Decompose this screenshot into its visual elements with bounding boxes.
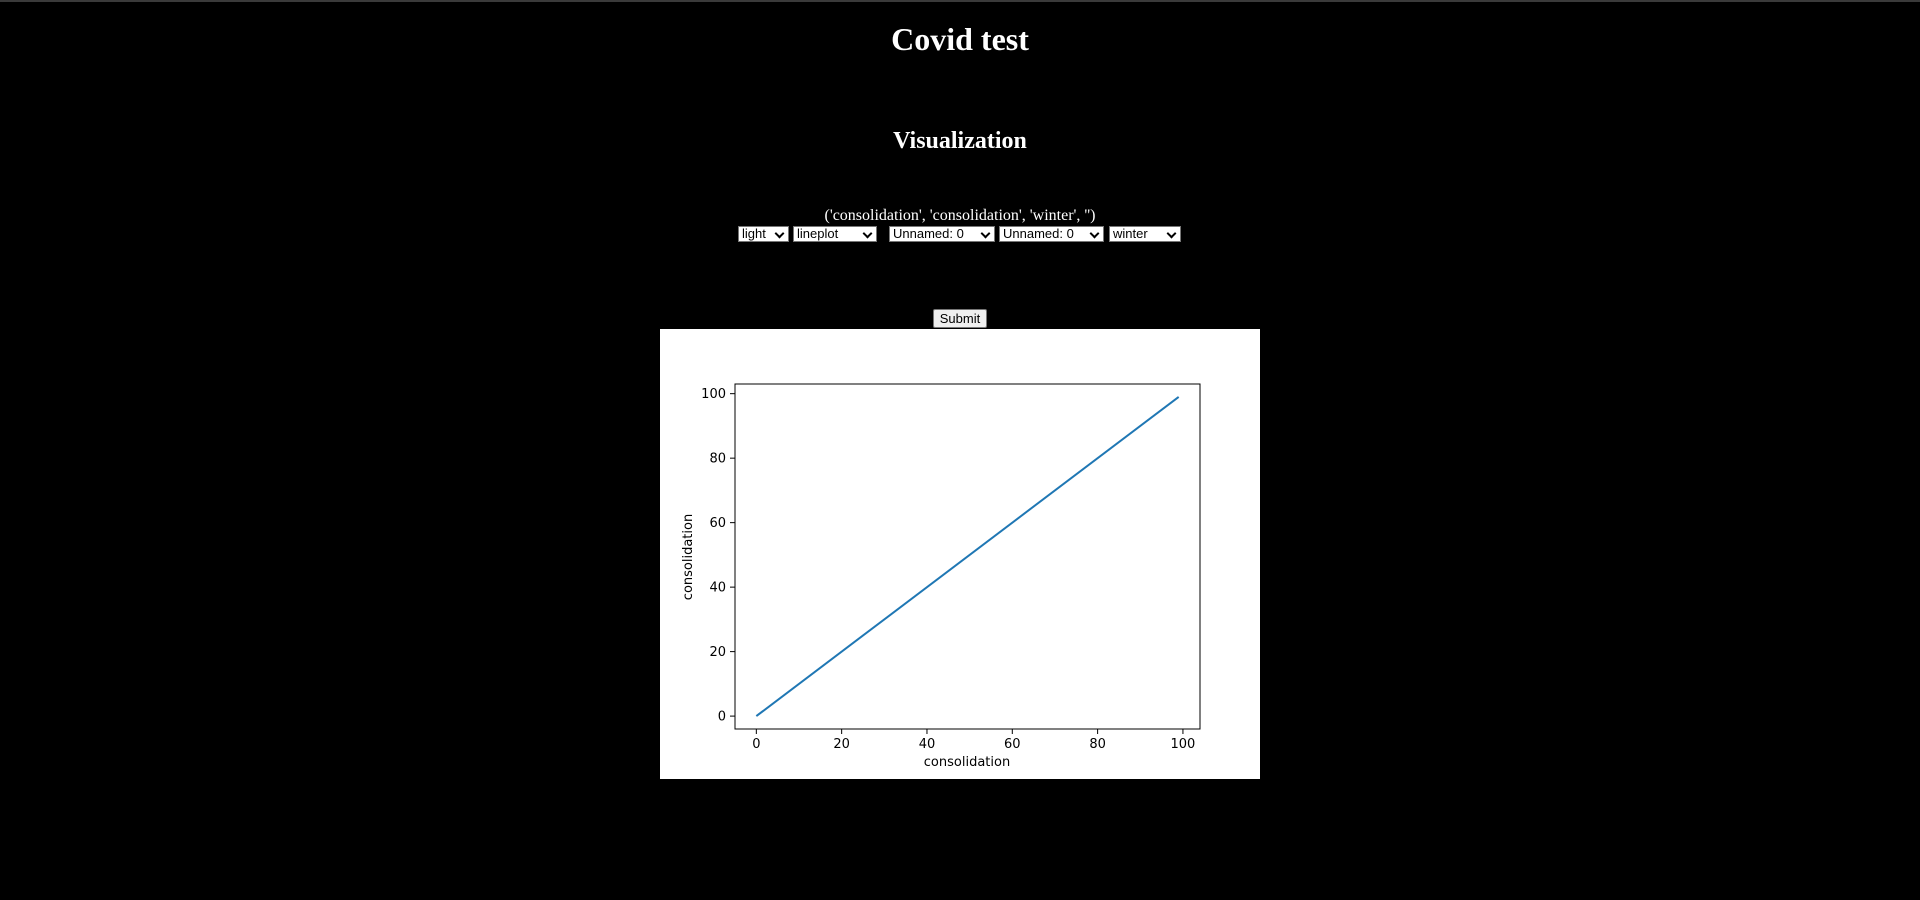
- x-tick-label: 60: [1004, 737, 1021, 752]
- y-tick-label: 80: [709, 452, 726, 467]
- section-title: Visualization: [893, 128, 1027, 154]
- y-column-select-value: Unnamed: 0: [1003, 226, 1074, 241]
- plot-image: 0 20 40 60 80 100 0 20 40 60 80 100 consolidation …: [660, 329, 1260, 779]
- selection-summary: ('consolidation', 'consolidation', 'wint…: [824, 207, 1096, 224]
- submit-button[interactable]: Submit: [933, 309, 987, 328]
- series-line: [755, 396, 1180, 717]
- colormap-select[interactable]: winter: [1109, 226, 1181, 242]
- y-tick-label: 60: [709, 516, 726, 531]
- window-top-border: [0, 0, 1920, 2]
- chevron-down-icon: [862, 228, 873, 239]
- x-tick-label: 80: [1089, 737, 1106, 752]
- y-tick-label: 40: [709, 581, 726, 596]
- x-axis-ticks: 0 20 40 60 80 100: [752, 729, 1195, 752]
- data-series: [755, 396, 1180, 717]
- x-column-select[interactable]: Unnamed: 0: [889, 226, 995, 242]
- theme-select-value: light: [742, 226, 766, 241]
- y-axis-ticks: 0 20 40 60 80 100: [701, 387, 735, 725]
- x-tick-label: 100: [1171, 737, 1196, 752]
- colormap-select-value: winter: [1113, 226, 1148, 241]
- chevron-down-icon: [774, 228, 785, 239]
- y-axis-label: consolidation: [681, 514, 696, 600]
- page-title: Covid test: [891, 21, 1029, 57]
- plot-type-select[interactable]: lineplot: [793, 226, 877, 242]
- y-tick-label: 0: [718, 710, 726, 725]
- x-tick-label: 40: [919, 737, 936, 752]
- plot-type-select-value: lineplot: [797, 226, 839, 241]
- x-tick-label: 0: [752, 737, 760, 752]
- y-tick-label: 100: [701, 387, 726, 402]
- theme-select[interactable]: light: [738, 226, 789, 242]
- chevron-down-icon: [1089, 228, 1100, 239]
- y-tick-label: 20: [709, 645, 726, 660]
- x-tick-label: 20: [833, 737, 850, 752]
- y-column-select[interactable]: Unnamed: 0: [999, 226, 1104, 242]
- x-column-select-value: Unnamed: 0: [893, 226, 964, 241]
- chevron-down-icon: [980, 228, 991, 239]
- chevron-down-icon: [1166, 228, 1177, 239]
- x-axis-label: consolidation: [924, 755, 1010, 770]
